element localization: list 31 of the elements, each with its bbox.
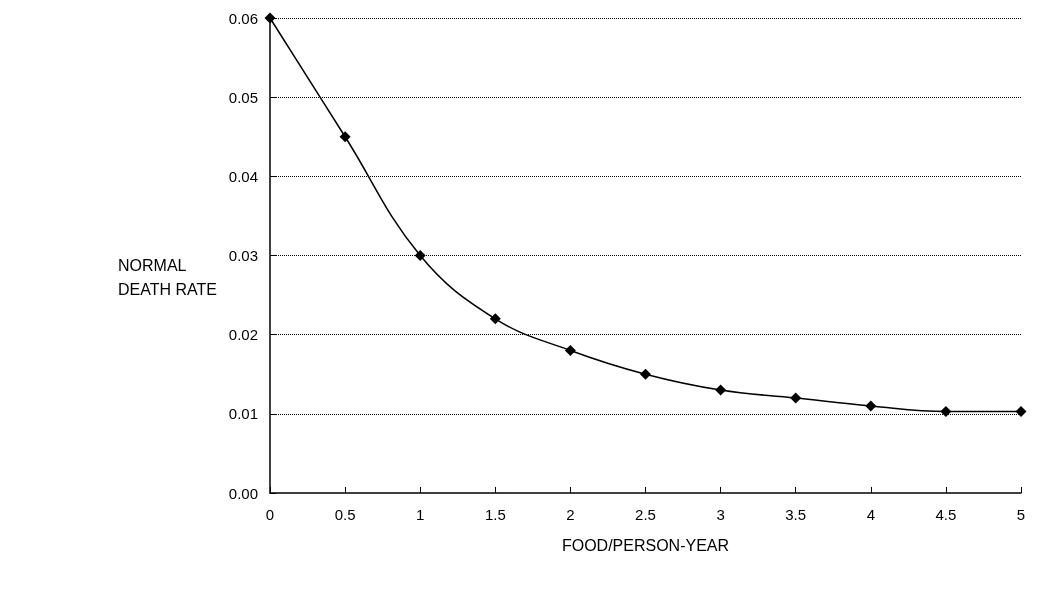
x-tick-label: 2 [566,506,575,523]
x-tick-label: 1.5 [484,506,506,523]
x-tick-label: 4.5 [935,506,957,523]
x-tick-label: 3.5 [785,506,807,523]
point [790,392,802,404]
x-axis-title: FOOD/PERSON-YEAR [561,536,730,554]
y-tick-label: 0.06 [228,9,258,27]
y-tick-label: 0.02 [228,326,258,344]
point [339,131,351,143]
point [640,368,651,380]
point [264,12,276,24]
x-tick-label: 1 [416,506,425,523]
point [414,250,426,261]
y-tick-label: 0.00 [228,484,258,502]
point [489,313,501,325]
point [715,384,727,396]
x-tick-label: 5 [1016,506,1026,523]
y-tick-label: 0.04 [228,167,258,185]
y-axis-title: NORMAL DEATH RATE [118,256,217,298]
y-tick-label: 0.03 [228,247,258,264]
point [564,345,576,356]
point [940,405,952,417]
x-tick-label: 4 [866,506,875,523]
point [1015,405,1027,417]
x-tick-label: 0.5 [334,506,356,523]
point [865,400,877,412]
x-tick-label: 3 [716,506,725,523]
y-tick-label: 0.01 [228,405,258,423]
x-tick-label: 0 [265,506,275,523]
y-tick-label: 0.05 [228,88,258,106]
x-tick-label: 2.5 [635,506,656,523]
